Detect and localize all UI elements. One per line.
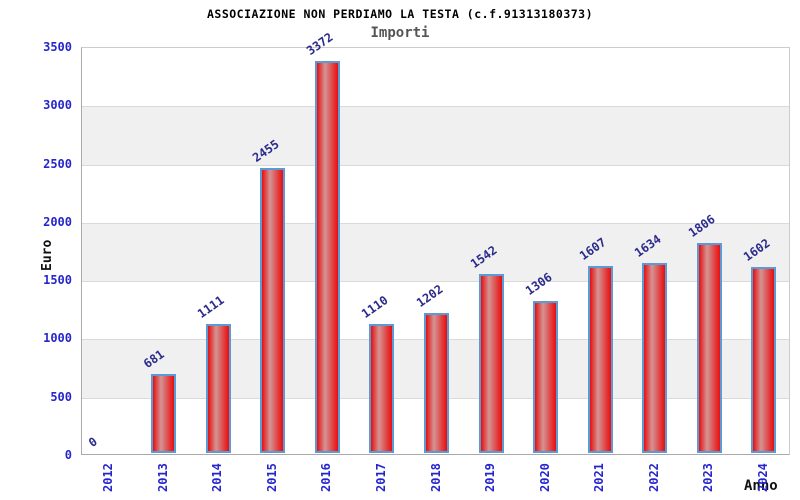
x-tick-label: 2013 — [155, 463, 170, 492]
bar — [533, 301, 559, 453]
y-tick-label: 1500 — [43, 273, 72, 288]
x-tick-label: 2018 — [428, 463, 443, 492]
chart-title: ASSOCIAZIONE NON PERDIAMO LA TESTA (c.f.… — [206, 7, 594, 21]
x-tick-label: 2012 — [101, 463, 116, 492]
y-tick-label: 500 — [50, 389, 72, 404]
bar — [260, 168, 286, 453]
x-tick-label: 2022 — [646, 463, 661, 492]
x-tick-label: 2023 — [701, 463, 716, 492]
bar — [369, 324, 395, 453]
y-tick-label: 2500 — [43, 156, 72, 171]
y-tick-label: 3000 — [43, 98, 72, 113]
chart-subtitle: Importi — [370, 25, 430, 41]
x-tick-label: 2017 — [373, 463, 388, 492]
bar — [587, 266, 613, 453]
gridline — [82, 281, 789, 283]
band — [82, 222, 789, 282]
gridline — [82, 222, 789, 224]
bar — [424, 313, 449, 453]
plot-area — [81, 47, 790, 455]
bar — [751, 267, 777, 453]
x-tick-label: 2016 — [319, 463, 334, 492]
bar — [205, 324, 231, 453]
bar — [151, 374, 177, 453]
bar — [478, 274, 504, 453]
x-tick-label: 2019 — [483, 463, 498, 492]
x-tick-label: 2020 — [537, 463, 552, 492]
bar — [314, 61, 340, 453]
y-tick-label: 3500 — [43, 40, 72, 54]
gridline — [82, 164, 789, 166]
x-tick-label: 2014 — [210, 463, 225, 492]
bar — [696, 243, 722, 453]
x-tick-label: 2015 — [264, 463, 279, 492]
x-axis-title: Anno — [744, 478, 778, 494]
y-tick-label: 0 — [64, 448, 72, 462]
x-tick-label: 2024 — [755, 463, 770, 492]
gridline — [82, 106, 789, 108]
y-tick-label: 1000 — [43, 331, 72, 346]
y-tick-label: 2000 — [43, 214, 72, 229]
band — [82, 106, 789, 165]
x-tick-label: 2021 — [592, 463, 607, 492]
bar — [642, 263, 668, 453]
y-axis-title: Euro — [40, 239, 55, 271]
